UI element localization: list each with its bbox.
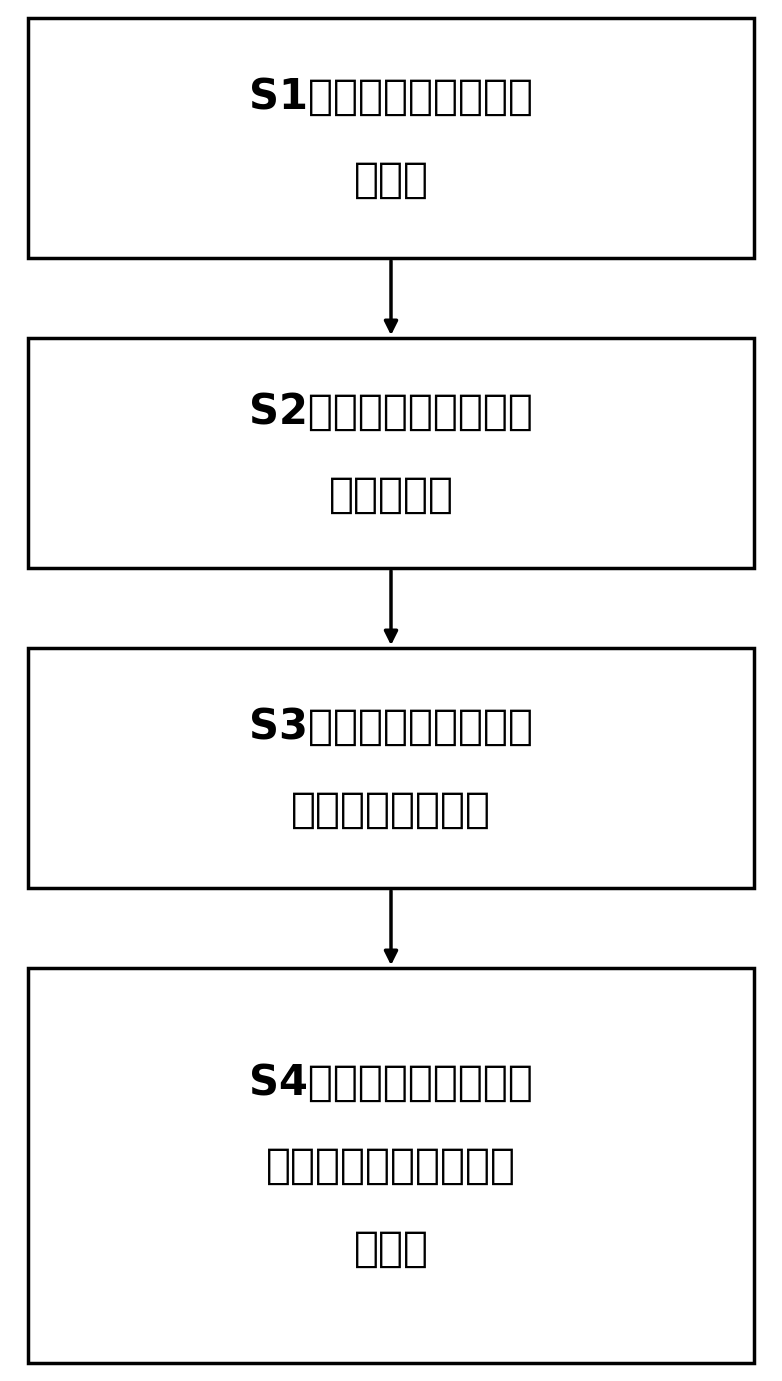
Bar xyxy=(28,648,754,888)
Text: S4：对声传输线模型和: S4：对声传输线模型和 xyxy=(249,1062,533,1103)
Text: 元模拟: 元模拟 xyxy=(353,159,429,200)
Text: 传输线模型: 传输线模型 xyxy=(328,474,454,515)
Text: S1：进行光声池的有限: S1：进行光声池的有限 xyxy=(249,76,533,117)
Text: 和处理: 和处理 xyxy=(353,1228,429,1269)
Text: 振荡电路模型进行分析: 振荡电路模型进行分析 xyxy=(266,1145,516,1186)
Text: 腔的振荡电路模型: 腔的振荡电路模型 xyxy=(291,789,491,830)
Bar xyxy=(28,968,754,1363)
Bar xyxy=(28,338,754,568)
Text: S3：建立一维纵向光声: S3：建立一维纵向光声 xyxy=(249,706,533,747)
Bar xyxy=(28,18,754,258)
Text: S2：建立光声信号的声: S2：建立光声信号的声 xyxy=(249,391,533,432)
